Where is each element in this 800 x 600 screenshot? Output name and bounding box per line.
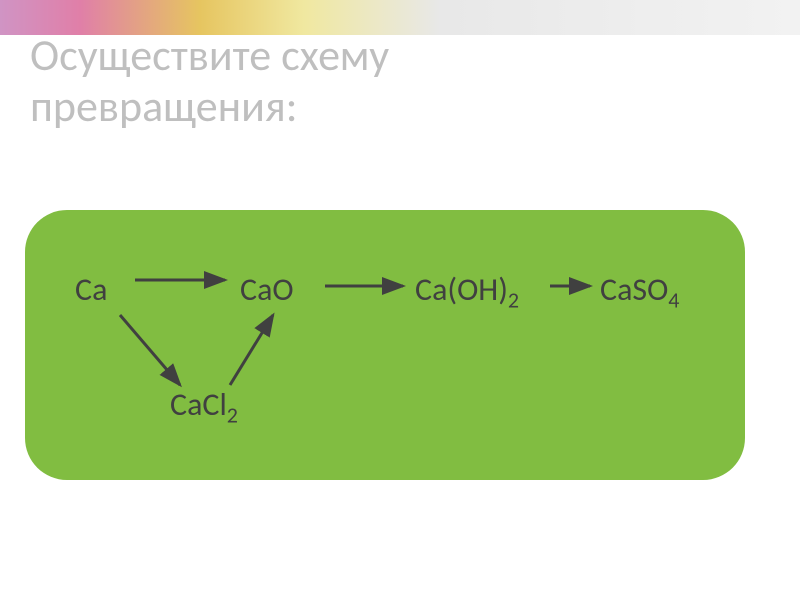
diagram-panel: Ca CaO Ca(OH)2 CaSO4 CaCl2 [25,210,745,480]
slide-title: Осуществите схему превращения: [30,30,389,131]
node-caoh2: Ca(OH)2 [415,270,519,309]
node-cao: CaO [240,270,294,309]
edge-ca-cacl2 [120,315,180,385]
arrows-layer [25,210,745,480]
title-line-1: Осуществите схему [30,28,389,82]
node-cacl2: CaCl2 [170,385,238,424]
edge-cacl2-cao [230,315,273,385]
edge-group [120,280,590,385]
title-line-2: превращения: [30,79,298,133]
slide: Осуществите схему превращения: Ca CaO Ca(O… [0,0,800,600]
node-caso4: CaSO4 [600,270,679,309]
node-ca: Ca [75,270,107,309]
